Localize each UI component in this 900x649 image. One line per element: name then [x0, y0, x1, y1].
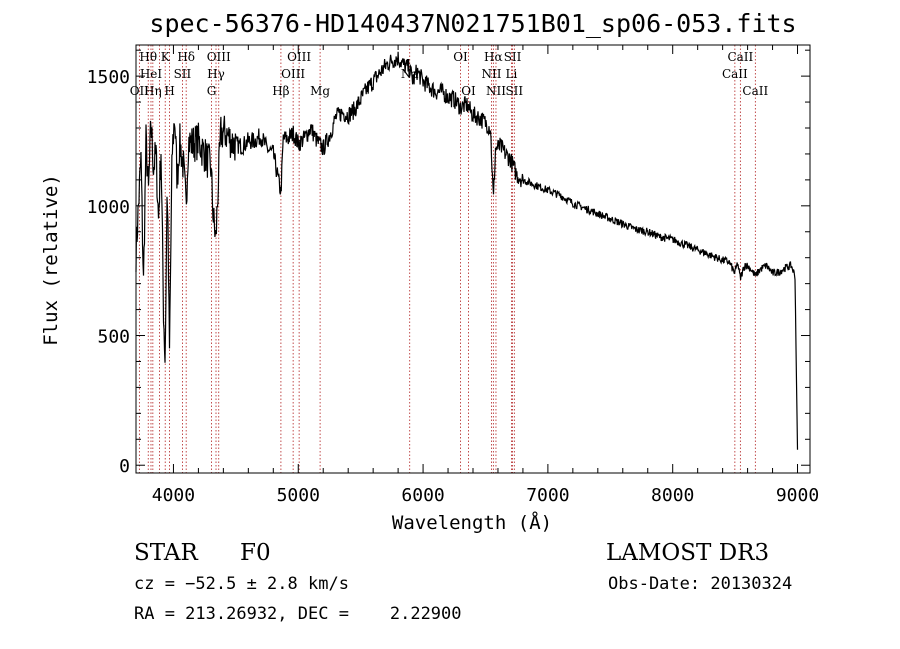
line-label: G — [207, 84, 217, 98]
x-tick-label: 9000 — [776, 485, 819, 506]
ra-dec-coordinates: RA = 213.26932, DEC = 2.22900 — [134, 604, 462, 624]
line-label: K — [161, 50, 171, 64]
line-label: OIII — [287, 50, 311, 64]
line-label: Hδ — [177, 50, 195, 64]
line-label: Mg — [310, 84, 330, 98]
x-tick-label: 6000 — [401, 485, 444, 506]
x-axis-ticks: 4000 5000 6000 7000 8000 9000 — [152, 45, 819, 506]
line-label: OI — [461, 84, 476, 98]
line-label: SII — [505, 84, 523, 98]
emission-line-markers — [138, 45, 756, 473]
line-label: NII — [486, 84, 506, 98]
line-label: Hγ — [207, 67, 225, 81]
redshift-velocity: cz = −52.5 ± 2.8 km/s — [134, 574, 349, 594]
spectrum-chart: spec-56376-HD140437N021751B01_sp06-053.f… — [40, 9, 819, 534]
line-label: Li — [506, 67, 518, 81]
object-subclass: F0 — [240, 540, 271, 566]
line-label: OII — [130, 84, 150, 98]
y-axis-ticks: 0 500 1000 1500 — [87, 49, 810, 477]
y-tick-label: 0 — [119, 456, 130, 477]
y-tick-label: 1000 — [87, 197, 130, 218]
line-label: HeI — [140, 67, 163, 81]
line-label: CaII — [722, 67, 748, 81]
line-label: Hθ — [139, 50, 157, 64]
line-label: CaII — [742, 84, 768, 98]
x-axis-label: Wavelength (Å) — [392, 511, 552, 534]
line-label: OI — [453, 50, 468, 64]
line-label: H — [164, 84, 174, 98]
line-label: NII — [481, 67, 501, 81]
x-tick-label: 7000 — [526, 485, 569, 506]
chart-title: spec-56376-HD140437N021751B01_sp06-053.f… — [149, 9, 796, 38]
line-label: Hα — [484, 50, 503, 64]
line-label: CaII — [727, 50, 753, 64]
line-label: Hη — [144, 84, 162, 98]
y-tick-label: 500 — [97, 327, 130, 348]
y-tick-label: 1500 — [87, 67, 130, 88]
line-label: SII — [174, 67, 192, 81]
object-class: STAR — [134, 540, 198, 566]
spectrum-line — [135, 51, 799, 450]
survey-name: LAMOST DR3 — [606, 540, 770, 566]
line-label: OIII — [281, 67, 305, 81]
x-tick-label: 4000 — [152, 485, 195, 506]
x-tick-label: 8000 — [651, 485, 694, 506]
line-label: SII — [504, 50, 522, 64]
line-label: OIII — [207, 50, 231, 64]
line-label: Hβ — [272, 84, 289, 98]
observation-date: Obs-Date: 20130324 — [608, 574, 793, 594]
y-axis-label: Flux (relative) — [40, 174, 62, 346]
x-tick-label: 5000 — [277, 485, 320, 506]
